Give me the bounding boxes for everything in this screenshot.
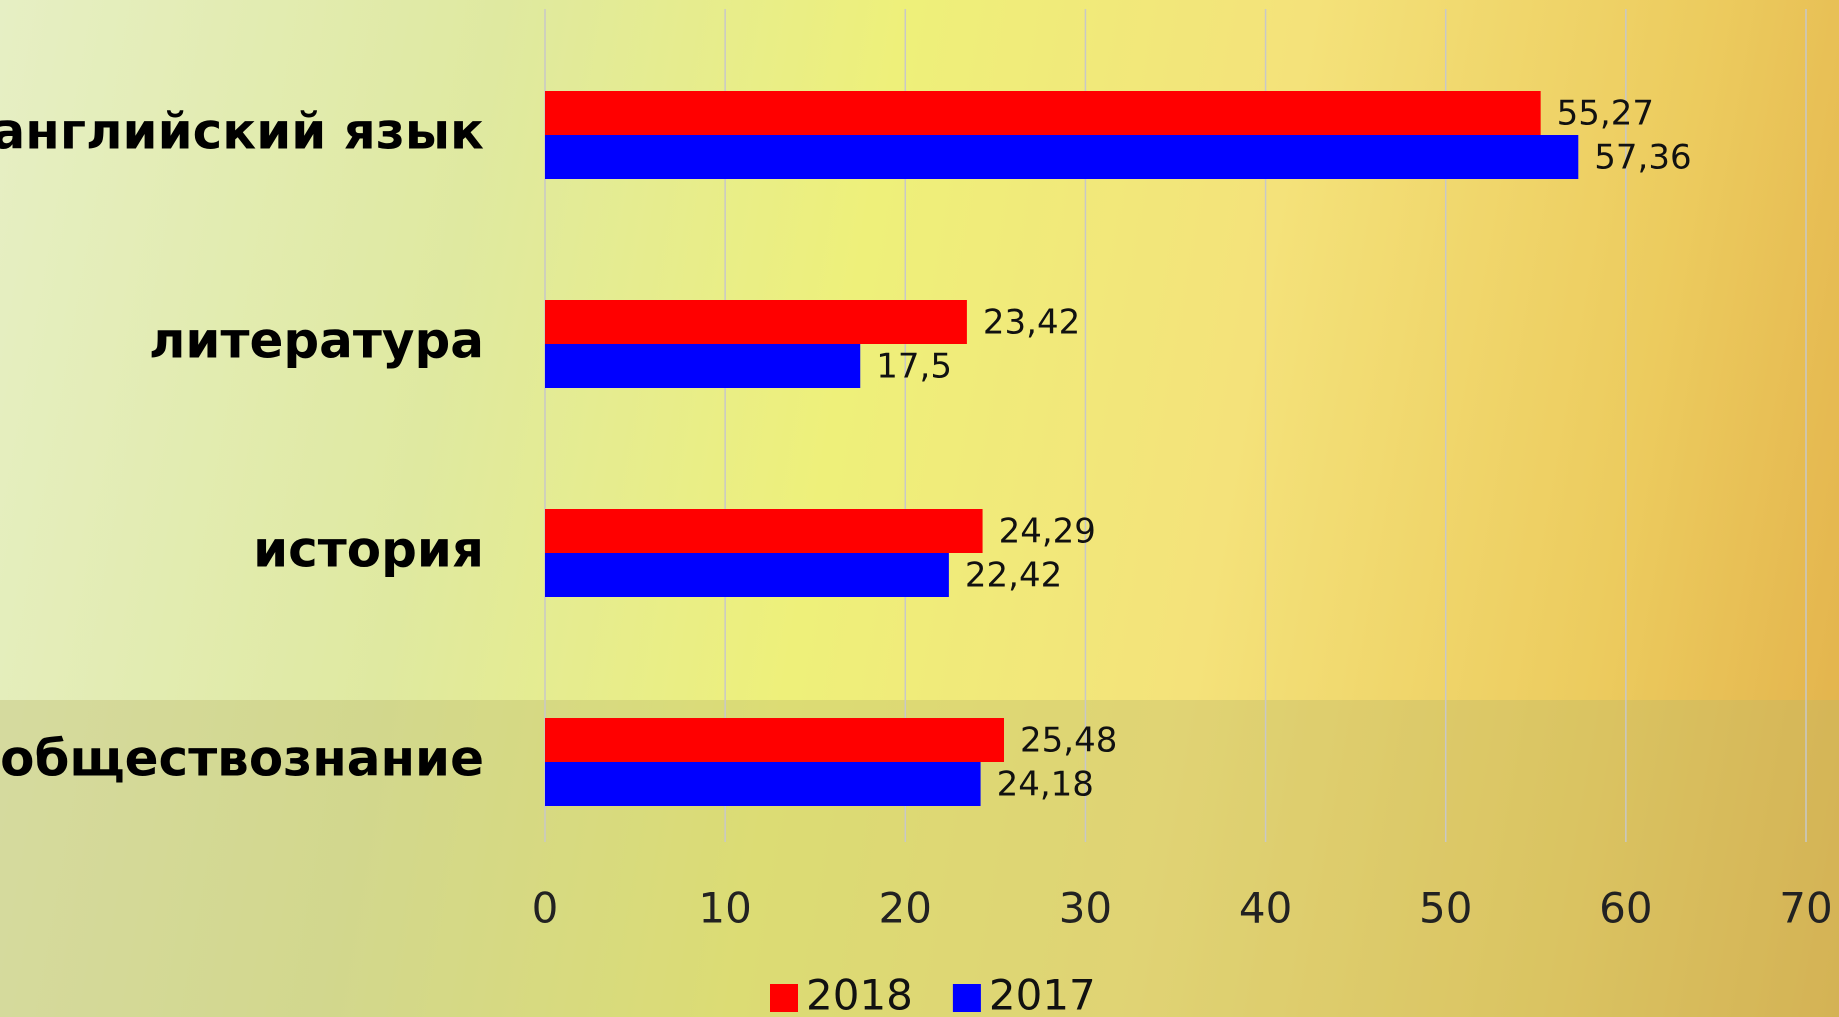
x-tick-label: 0 [532, 884, 559, 933]
legend-label: 2017 [989, 971, 1096, 1017]
category-label: английский язык [0, 103, 484, 161]
legend-swatch [953, 984, 981, 1012]
x-tick-label: 20 [879, 884, 932, 933]
value-label: 17,5 [876, 347, 952, 387]
bar [545, 300, 967, 344]
bar [545, 344, 860, 388]
value-label: 55,27 [1557, 94, 1654, 134]
value-label: 24,18 [997, 765, 1094, 805]
value-label: 25,48 [1020, 721, 1117, 761]
value-label: 23,42 [983, 303, 1080, 343]
chart: 0 10 20 30 40 50 60 70 английский язык 55,2757,36… [0, 0, 1839, 1017]
bar [545, 91, 1541, 135]
value-label: 57,36 [1594, 138, 1691, 178]
x-tick-label: 50 [1419, 884, 1472, 933]
category-label: история [253, 521, 484, 579]
value-label: 22,42 [965, 556, 1062, 596]
x-tick-label: 30 [1059, 884, 1112, 933]
category-label: литература [149, 312, 484, 370]
legend-swatch [770, 984, 798, 1012]
legend-label: 2018 [806, 971, 913, 1017]
x-tick-label: 70 [1779, 884, 1832, 933]
x-tick-label: 60 [1599, 884, 1652, 933]
bar [545, 509, 983, 553]
bar [545, 553, 949, 597]
bar [545, 718, 1004, 762]
bar [545, 135, 1578, 179]
bar [545, 762, 981, 806]
category-label: обществознание [0, 730, 484, 788]
value-label: 24,29 [999, 512, 1096, 552]
x-tick-label: 40 [1239, 884, 1292, 933]
x-tick-label: 10 [698, 884, 751, 933]
